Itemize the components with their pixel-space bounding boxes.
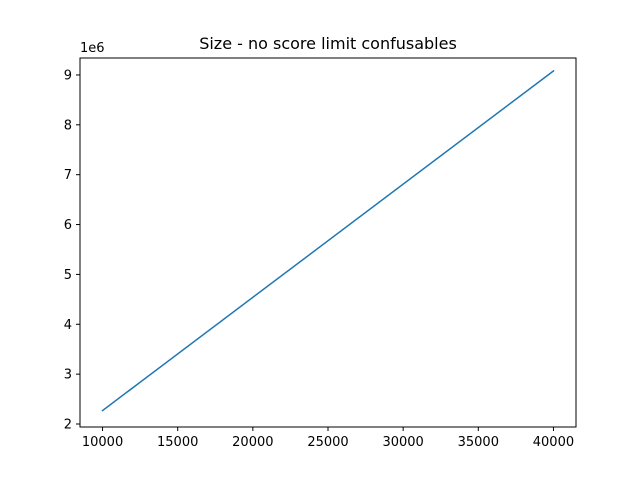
- y-tick-label: 8: [64, 118, 72, 133]
- plot-area: [101, 69, 555, 412]
- x-tick-label: 25000: [307, 435, 348, 450]
- x-axis: 10000 15000 20000 25000 30000 35000 40000: [82, 427, 574, 450]
- y-tick-label: 7: [64, 168, 72, 183]
- series-line-0: [101, 69, 555, 412]
- y-tick-label: 6: [64, 218, 72, 233]
- y-axis-offset-label: 1e6: [80, 41, 105, 56]
- y-axis: 2 3 4 5 6 7 8 9: [64, 68, 80, 433]
- y-tick-label: 9: [64, 68, 72, 83]
- x-tick-label: 35000: [458, 435, 499, 450]
- x-tick-label: 20000: [232, 435, 273, 450]
- chart-title: Size - no score limit confusables: [199, 34, 457, 53]
- y-tick-label: 2: [64, 418, 72, 433]
- x-tick-label: 10000: [82, 435, 123, 450]
- x-tick-label: 30000: [382, 435, 423, 450]
- x-tick-label: 15000: [157, 435, 198, 450]
- y-tick-label: 4: [64, 318, 72, 333]
- y-tick-label: 5: [64, 268, 72, 283]
- y-tick-label: 3: [64, 368, 72, 383]
- x-tick-label: 40000: [533, 435, 574, 450]
